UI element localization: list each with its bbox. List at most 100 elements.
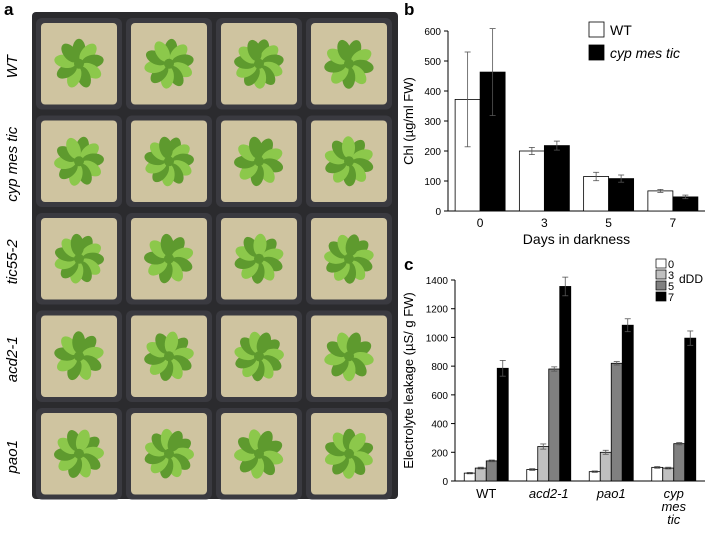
legend-swatch [655,280,667,291]
y-tick-label: 1400 [426,276,449,287]
leaf [349,432,366,453]
legend-label: 5 [668,281,674,293]
y-tick-label: 400 [424,87,441,98]
legend-unit: dDD [679,272,703,286]
pot [306,310,392,402]
bar [537,446,550,482]
rosette-center [344,448,354,459]
bar [548,368,561,482]
y-axis-label: Chl (µg/ml FW) [401,77,416,165]
legend-label: 3 [668,270,674,282]
row-label: acd2-1 [4,336,21,382]
x-tick-label: 7 [670,216,677,230]
rosette-center [254,156,264,167]
bar [496,367,509,482]
legend-label: 0 [668,259,674,271]
rosette-center [344,351,354,362]
x-axis-label: Days in darkness [523,231,630,247]
y-tick-label: 600 [431,391,448,402]
legend-swatch [655,269,667,280]
leaf [257,430,273,452]
rosette-center [344,253,354,264]
pot [126,18,212,110]
bar [588,471,601,482]
rosette-center [344,58,354,69]
legend-label: 7 [668,292,674,304]
row-label: cyp mes tic [4,126,21,202]
chart-c-svg: 0 200 400 600 800 1000 1200 1400 Electrolyte lea… [401,258,705,527]
pot [216,310,302,402]
rosette-center [74,253,84,264]
x-tick-label: 5 [605,216,612,230]
pot [306,213,392,305]
legend-swatch [588,21,605,38]
panel-letter-b: b [404,0,415,19]
rosette-center [74,351,84,362]
leaf [75,429,90,452]
pot [36,115,122,207]
rosette-center [164,351,174,362]
pot [126,213,212,305]
bar [684,337,697,482]
leaf [346,332,361,354]
bar [518,150,545,212]
row-label: pao1 [4,440,21,474]
chart-b-chlorophyll: b 0 100 200 300 400 500 600 Chl (µg/ml FW) 0 3 5 7 D… [400,0,709,255]
leaf [160,233,174,256]
y-tick-label: 100 [424,177,441,188]
x-tick-label: 3 [541,216,548,230]
pot [36,18,122,110]
y-tick-label: 300 [424,117,441,128]
leaf [61,43,79,63]
y-axis-label: Electrolyte leakage (µS/ g FW) [401,292,416,469]
rosette-center [164,156,174,167]
chart-c-electrolyte-leakage: c 0 200 400 600 800 1000 1200 1400 Electrolyte l… [400,255,709,529]
bar [662,467,675,482]
pot [306,115,392,207]
leaf [66,137,81,159]
rosette-center [74,58,84,69]
legend-swatch [588,44,605,61]
bar [474,467,487,482]
pot [36,310,122,402]
leaf [342,136,356,159]
pot [216,213,302,305]
row-label: tic55-2 [4,239,21,285]
leaf [337,39,352,62]
bar [673,443,686,482]
y-tick-label: 200 [424,147,441,158]
x-tick-label: acd2-1 [529,486,569,501]
leaf [256,332,272,354]
rosette-center [254,351,264,362]
bar [583,176,610,212]
rosette-center [344,156,354,167]
pot [36,213,122,305]
bar [621,324,634,482]
panel-letter-c: c [404,255,414,274]
plant-photo: WT cyp mes tic tic55-2 acd2-1 pao1 [4,12,398,500]
rosette-center [254,58,264,69]
leaf [253,233,267,256]
rosette-center [164,448,174,459]
leaf [72,331,86,354]
x-tick-label: tic [667,512,681,527]
leaf [345,234,360,256]
y-tick-label: 0 [442,477,448,488]
leaf [249,136,263,159]
row-label: WT [4,53,21,78]
leaf [164,331,179,354]
bar [543,145,570,212]
leaf [247,39,262,62]
pot [216,115,302,207]
bar [608,178,635,212]
x-tick-label: WT [476,486,496,501]
bar [485,460,498,482]
y-tick-label: 200 [431,448,448,459]
leaf [70,233,84,256]
legend-swatch [655,258,667,269]
legend-label: cyp mes tic [610,45,680,61]
pot [216,18,302,110]
pot [216,408,302,500]
pot [126,310,212,402]
bar [526,469,539,482]
